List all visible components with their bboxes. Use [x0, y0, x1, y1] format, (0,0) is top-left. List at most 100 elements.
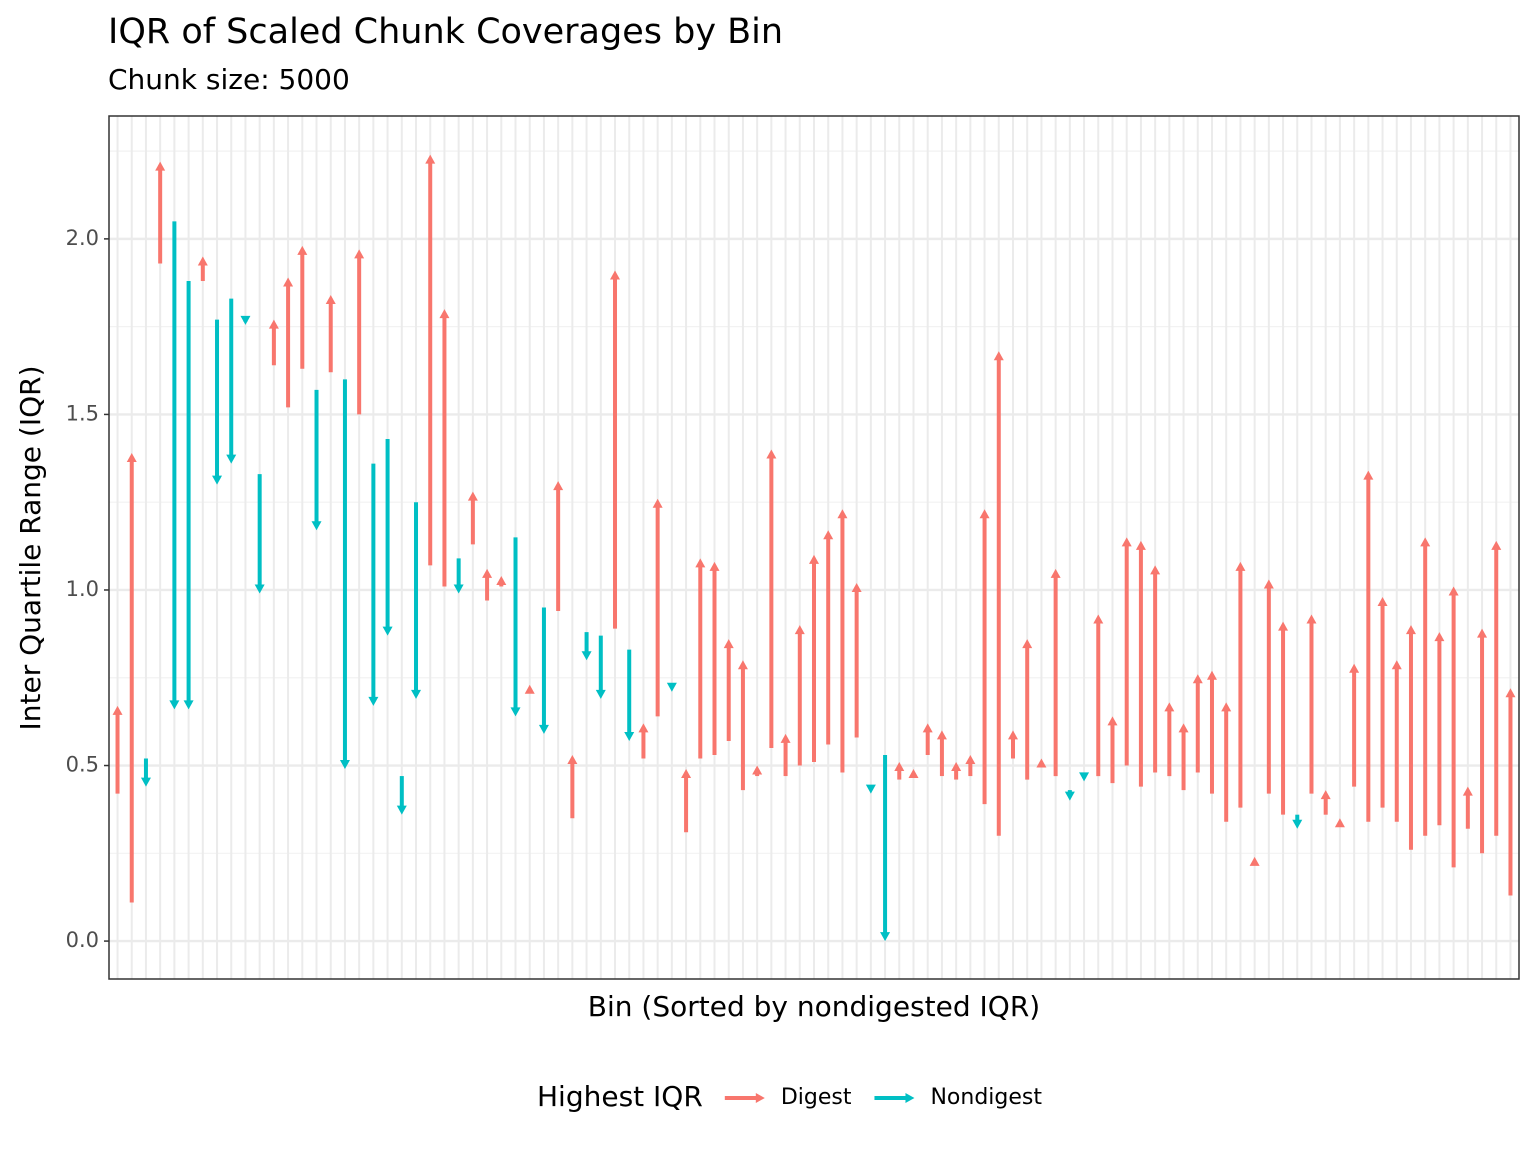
- arrow-head: [709, 561, 720, 571]
- arrow-head: [1434, 632, 1445, 642]
- arrow-head: [254, 584, 265, 594]
- y-tick-label: 0.0: [66, 928, 99, 952]
- arrow-head: [169, 700, 180, 710]
- arrow-head: [268, 319, 279, 329]
- arrow-head: [482, 568, 493, 578]
- arrow-head: [1263, 579, 1274, 589]
- arrow-head: [240, 315, 251, 325]
- arrow-head: [126, 453, 137, 463]
- arrow-head: [283, 277, 294, 287]
- y-axis-label: Inter Quartile Range (IQR): [14, 366, 47, 731]
- arrow-head: [837, 509, 848, 519]
- arrow-head: [1178, 723, 1189, 733]
- panel-border: [108, 115, 1520, 980]
- y-tick-label: 0.5: [66, 753, 99, 777]
- arrow-head: [581, 651, 592, 661]
- arrow-head: [1278, 621, 1289, 631]
- arrow-head: [737, 660, 748, 670]
- arrow-head: [1334, 818, 1345, 828]
- arrow-head: [908, 769, 919, 779]
- arrow-head: [894, 762, 905, 772]
- arrow-head: [880, 932, 891, 942]
- chart-subtitle: Chunk size: 5000: [108, 63, 350, 96]
- arrow-head: [1064, 791, 1075, 801]
- arrow-head: [1221, 702, 1232, 712]
- arrow-head: [1391, 660, 1402, 670]
- arrow-head: [553, 481, 564, 491]
- arrow-head: [624, 731, 635, 741]
- arrow-head: [823, 530, 834, 540]
- arrow-head: [140, 777, 151, 787]
- arrow-head: [453, 584, 464, 594]
- arrow-head: [1448, 586, 1459, 596]
- arrow-head: [1079, 772, 1090, 782]
- arrow-head: [851, 582, 862, 592]
- arrow-head: [226, 454, 237, 464]
- arrow-head: [197, 256, 208, 266]
- arrow-head: [1164, 702, 1175, 712]
- arrow-head: [1022, 639, 1033, 649]
- arrow-head: [1121, 537, 1132, 547]
- arrow-head: [1036, 758, 1047, 768]
- arrow-head: [183, 700, 194, 710]
- arrow-head: [311, 521, 322, 531]
- arrow-head: [1377, 597, 1388, 607]
- arrow-head: [339, 760, 350, 770]
- arrow-head: [1420, 537, 1431, 547]
- arrow-head: [752, 765, 763, 775]
- legend-label: Nondigest: [930, 1085, 1042, 1110]
- y-tick-label: 1.5: [66, 401, 99, 425]
- arrow-head: [766, 449, 777, 459]
- arrow-head: [595, 689, 606, 699]
- arrow-head: [979, 509, 990, 519]
- arrow-head: [1405, 625, 1416, 635]
- arrow-head: [1477, 628, 1488, 638]
- arrow-head: [297, 245, 308, 255]
- arrow-head: [1150, 565, 1161, 575]
- arrow-head: [610, 270, 621, 280]
- arrow-head: [1306, 614, 1317, 624]
- arrow-head: [1349, 663, 1360, 673]
- y-tick-label: 1.0: [66, 577, 99, 601]
- arrow-head: [112, 705, 123, 715]
- arrow-head: [1249, 856, 1260, 866]
- arrow-head: [1363, 470, 1374, 480]
- arrow-head: [993, 351, 1004, 361]
- arrow-head: [652, 498, 663, 508]
- arrow-head: [1505, 688, 1516, 698]
- arrow-head: [1107, 716, 1118, 726]
- arrow-head: [681, 769, 692, 779]
- arrow-head: [1093, 614, 1104, 624]
- arrow-head: [794, 625, 805, 635]
- y-tick-label: 2.0: [66, 226, 99, 250]
- arrow-head: [155, 161, 166, 171]
- arrow-head: [666, 682, 677, 692]
- arrow-head: [411, 689, 422, 699]
- arrow-head: [638, 723, 649, 733]
- arrow-head: [354, 249, 365, 259]
- arrow-head: [809, 554, 819, 564]
- arrow-head: [865, 784, 876, 794]
- arrow-head: [425, 154, 436, 164]
- arrow-head: [922, 723, 933, 733]
- arrow-head: [368, 696, 379, 706]
- arrow-head: [538, 724, 549, 734]
- arrow-head: [496, 575, 507, 585]
- legend-label: Digest: [781, 1085, 852, 1110]
- legend-title: Highest IQR: [537, 1080, 703, 1113]
- arrow-head: [1050, 568, 1061, 578]
- arrow-head: [212, 475, 223, 485]
- arrow-head: [965, 754, 976, 764]
- arrow-head: [524, 684, 535, 694]
- arrow-head: [510, 707, 521, 717]
- arrow-head: [780, 733, 791, 743]
- arrow-head: [936, 730, 947, 740]
- arrow-head: [1135, 540, 1146, 550]
- legend-key-head: [905, 1093, 915, 1103]
- arrow-head: [467, 491, 478, 501]
- arrow-head: [1491, 540, 1502, 550]
- arrow-head: [1007, 730, 1018, 740]
- arrow-head: [1462, 786, 1473, 796]
- legend-key-head: [755, 1093, 765, 1103]
